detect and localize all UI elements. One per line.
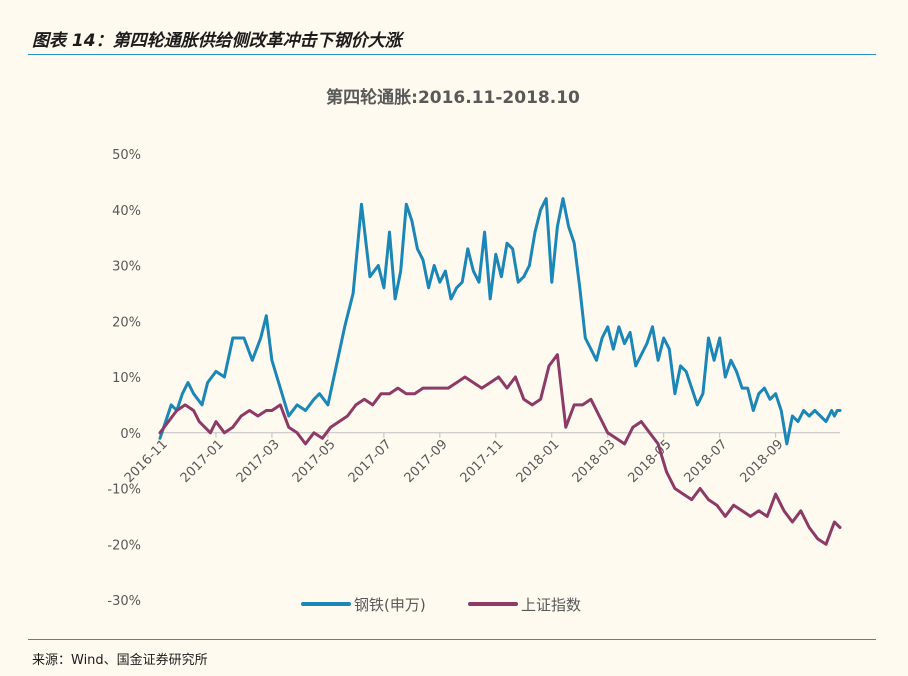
series-line-2	[158, 353, 842, 546]
figure-header: 图表 14：第四轮通胀供给侧改革冲击下钢价大涨	[28, 22, 876, 55]
legend: 钢铁(申万) 上证指数	[301, 596, 581, 614]
figure-title: 图表 14：第四轮通胀供给侧改革冲击下钢价大涨	[32, 31, 402, 51]
y-tick-label: -30%	[107, 594, 141, 609]
x-tick-label: 2016-11	[122, 437, 171, 486]
x-tick-label: 2018-01	[514, 437, 563, 486]
y-tick-label: 0%	[120, 427, 141, 442]
series-line-1	[158, 197, 842, 446]
figure-source: 来源：Wind、国金证券研究所	[32, 653, 208, 668]
series-lines	[158, 197, 842, 546]
x-tick-label: 2017-07	[346, 437, 395, 486]
x-tick-label: 2018-05	[626, 437, 675, 486]
legend-label: 钢铁(申万)	[354, 596, 426, 614]
y-tick-label: 40%	[112, 204, 141, 219]
x-tick-label: 2018-09	[737, 437, 786, 486]
chart-title: 第四轮通胀:2016.11-2018.10	[326, 87, 580, 108]
figure-footer: 来源：Wind、国金证券研究所	[28, 639, 876, 668]
y-axis: 50% 40% 30% 20% 10% 0% -10% -20% -30%	[107, 148, 141, 609]
x-tick-label: 2017-09	[402, 437, 451, 486]
y-tick-label: -10%	[107, 483, 141, 498]
legend-label: 上证指数	[521, 596, 581, 614]
x-tick-label: 2017-11	[458, 437, 507, 486]
x-tick-label: 2017-01	[178, 437, 227, 486]
x-tick-label: 2017-03	[234, 437, 283, 486]
x-tick-label: 2018-03	[570, 437, 619, 486]
x-tick-label: 2017-05	[290, 437, 339, 486]
y-tick-label: 30%	[112, 260, 141, 275]
y-tick-label: 10%	[112, 371, 141, 386]
y-tick-label: 20%	[112, 315, 141, 330]
y-tick-label: 50%	[112, 148, 141, 163]
x-tick-label: 2018-07	[681, 437, 730, 486]
x-axis: 2016-11 2017-01 2017-03 2017-05 2017-07 2017-…	[122, 432, 786, 486]
y-tick-label: -20%	[107, 538, 141, 553]
